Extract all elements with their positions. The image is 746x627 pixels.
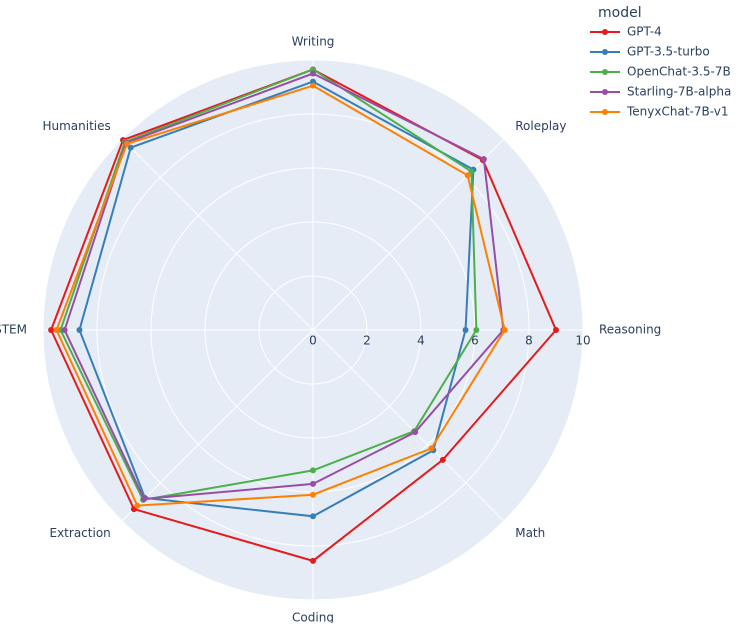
series-marker <box>76 327 83 333</box>
radial-tick-label: 2 <box>363 334 371 348</box>
legend-title: model <box>598 5 642 21</box>
legend-marker <box>602 49 608 55</box>
category-label: Coding <box>292 611 334 624</box>
category-label: Extraction <box>50 526 111 540</box>
legend-label: GPT-3.5-turbo <box>627 45 710 59</box>
legend-marker <box>602 109 608 115</box>
angular-grid-line <box>312 329 505 522</box>
radial-tick-label: 8 <box>525 334 533 348</box>
series-marker <box>473 327 480 333</box>
radial-tick-label: 0 <box>309 334 317 348</box>
series-marker <box>310 491 316 498</box>
series-marker <box>310 467 316 474</box>
category-label: Roleplay <box>515 119 566 133</box>
series-marker <box>141 495 148 502</box>
angular-grid-line <box>121 329 314 522</box>
category-label: Reasoning <box>599 323 661 337</box>
series-marker <box>310 557 316 564</box>
angular-grid-line <box>121 138 314 331</box>
series-marker <box>310 82 316 89</box>
legend-label: OpenChat-3.5-7B <box>627 65 731 79</box>
series-marker <box>468 168 475 175</box>
category-label: Math <box>515 526 545 540</box>
series-marker <box>134 502 141 509</box>
legend-label: TenyxChat-7B-v1 <box>626 105 728 119</box>
series-marker <box>480 156 487 163</box>
series-marker <box>310 70 316 77</box>
legend-label: GPT-4 <box>627 25 662 39</box>
category-label: Humanities <box>42 119 110 133</box>
radial-tick-label: 6 <box>471 334 479 348</box>
series-marker <box>310 513 316 520</box>
series-marker <box>127 144 134 151</box>
series-marker <box>61 327 68 333</box>
legend-label: Starling-7B-alpha <box>627 85 731 99</box>
series-marker <box>412 429 419 436</box>
series-marker <box>428 445 435 452</box>
series-marker <box>439 456 446 463</box>
series-marker <box>462 327 469 333</box>
series-marker <box>501 327 508 333</box>
legend-marker <box>602 29 608 35</box>
series-marker <box>123 140 130 147</box>
series-marker <box>48 327 55 333</box>
legend-marker <box>602 69 608 75</box>
series-marker <box>553 327 559 333</box>
legend-marker <box>602 89 608 95</box>
series-marker <box>464 172 471 179</box>
category-label: Writing <box>292 35 335 49</box>
category-label: STEM <box>0 323 27 337</box>
series-marker <box>310 480 316 487</box>
series-marker <box>53 327 60 333</box>
radial-tick-label: 4 <box>417 334 425 348</box>
radial-tick-label: 10 <box>575 334 590 348</box>
